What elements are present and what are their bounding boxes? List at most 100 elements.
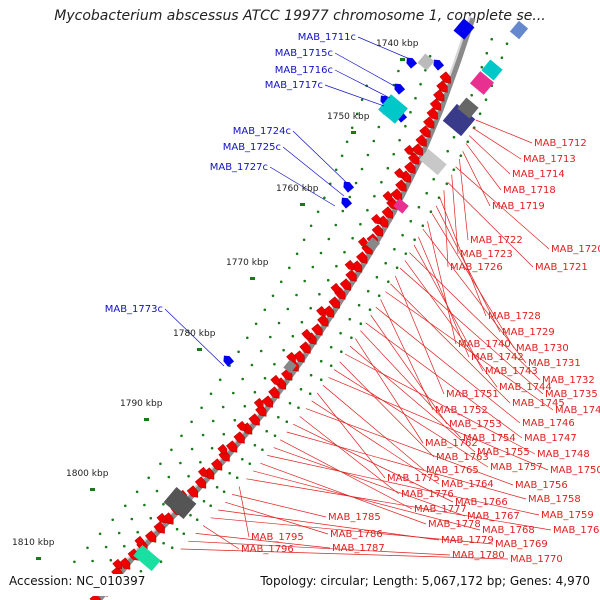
plus-strand-gene-arrow[interactable]	[270, 374, 283, 387]
gene-label[interactable]: MAB_1717c	[265, 80, 323, 91]
gene-label[interactable]: MAB_1751	[446, 389, 499, 400]
gene-label[interactable]: MAB_1721	[535, 262, 588, 273]
rna-feature[interactable]	[133, 544, 161, 572]
gene-label[interactable]: MAB_1742	[471, 352, 524, 363]
gene-label[interactable]: MAB_1795	[251, 532, 304, 543]
rna-feature[interactable]	[481, 59, 503, 81]
gene-label[interactable]: MAB_1713	[523, 154, 576, 165]
plus-strand-gene-arrow[interactable]	[356, 251, 370, 266]
gene-label[interactable]: MAB_1778	[428, 519, 481, 530]
gene-label[interactable]: MAB_1786	[330, 529, 383, 540]
gene-label[interactable]: MAB_1765	[426, 465, 479, 476]
gene-label[interactable]: MAB_1745	[512, 398, 565, 409]
plus-strand-gene-arrow[interactable]	[299, 341, 314, 356]
plus-strand-gene-arrow[interactable]	[411, 143, 426, 158]
dark-feature[interactable]	[442, 103, 476, 137]
dark-feature[interactable]	[163, 486, 197, 520]
plus-strand-gene-arrow[interactable]	[286, 351, 298, 364]
plus-strand-gene-arrow[interactable]	[248, 413, 263, 428]
gene-label[interactable]: MAB_1780	[452, 550, 505, 561]
gene-label[interactable]: MAB_1744	[499, 382, 552, 393]
plus-strand-gene-arrow[interactable]	[261, 395, 276, 410]
plus-strand-gene-arrow[interactable]	[395, 179, 409, 194]
plus-strand-gene-arrow[interactable]	[423, 116, 437, 131]
gene-label[interactable]: MAB_1767	[467, 511, 520, 522]
plus-strand-gene-arrow[interactable]	[311, 323, 326, 338]
gene-label[interactable]: MAB_1729	[502, 327, 555, 338]
plus-strand-gene-arrow[interactable]	[339, 278, 354, 293]
plus-strand-gene-arrow[interactable]	[403, 144, 416, 157]
plus-strand-gene-arrow[interactable]	[156, 512, 169, 525]
gene-label[interactable]: MAB_1711c	[298, 32, 356, 43]
pink-feature[interactable]	[469, 71, 495, 95]
plus-strand-gene-arrow[interactable]	[233, 431, 248, 446]
plus-strand-gene-arrow[interactable]	[217, 443, 230, 456]
gene-features[interactable]	[89, 18, 529, 600]
gene-label[interactable]: MAB_1787	[332, 543, 385, 554]
gene-label[interactable]: MAB_1715c	[275, 48, 333, 59]
plus-strand-gene-arrow[interactable]	[134, 535, 147, 548]
plus-strand-gene-arrow[interactable]	[186, 485, 201, 500]
gene-label[interactable]: MAB_1758	[528, 494, 581, 505]
gene-label[interactable]: MAB_1750	[550, 465, 600, 476]
gene-label[interactable]: MAB_1755	[477, 447, 530, 458]
grey-feature[interactable]	[283, 359, 297, 374]
minus-strand-gene-arrow[interactable]	[339, 195, 353, 209]
gene-label[interactable]: MAB_1796	[241, 544, 294, 555]
grey-feature[interactable]	[457, 97, 479, 119]
minus-strand-gene-arrow[interactable]	[431, 57, 445, 71]
gene-label[interactable]: MAB_1753	[449, 419, 502, 430]
minus-strand-gene-arrow[interactable]	[221, 353, 235, 367]
gene-label[interactable]: MAB_1726	[450, 262, 503, 273]
plus-strand-gene-arrow[interactable]	[345, 269, 360, 284]
gene-label[interactable]: MAB_1756	[515, 480, 568, 491]
plus-strand-gene-arrow[interactable]	[194, 476, 209, 491]
minus-strand-gene-arrow[interactable]	[509, 20, 529, 40]
plus-strand-gene-arrow[interactable]	[404, 161, 418, 176]
gene-label[interactable]: MAB_1747	[524, 433, 577, 444]
gene-label[interactable]: MAB_1760	[553, 525, 600, 536]
minus-strand-gene-arrow[interactable]	[392, 81, 406, 95]
plus-strand-gene-arrow[interactable]	[225, 440, 240, 455]
plus-strand-gene-arrow[interactable]	[429, 98, 444, 113]
grey-feature[interactable]	[417, 53, 435, 71]
plus-strand-gene-arrow[interactable]	[293, 350, 308, 365]
plus-strand-gene-arrow[interactable]	[317, 314, 331, 329]
plus-strand-gene-arrow[interactable]	[112, 558, 125, 571]
minus-strand-gene-arrow[interactable]	[404, 55, 418, 69]
gene-label[interactable]: MAB_1763	[436, 452, 489, 463]
gene-label[interactable]: MAB_1727c	[210, 162, 268, 173]
gene-label[interactable]: MAB_1768	[482, 525, 535, 536]
gene-label[interactable]: MAB_1731	[528, 358, 581, 369]
gene-label[interactable]: MAB_1712	[534, 138, 587, 149]
plus-strand-gene-arrow[interactable]	[316, 305, 328, 318]
gene-label[interactable]: MAB_1716c	[275, 65, 333, 76]
plus-strand-gene-arrow[interactable]	[381, 206, 396, 221]
plus-strand-gene-arrow[interactable]	[210, 458, 225, 473]
plus-strand-gene-arrow[interactable]	[197, 466, 210, 479]
gene-label[interactable]: MAB_1741	[555, 405, 600, 416]
plus-strand-gene-arrow[interactable]	[433, 89, 447, 104]
plus-strand-gene-arrow[interactable]	[301, 328, 314, 341]
plus-strand-gene-arrow[interactable]	[255, 404, 269, 419]
gene-label[interactable]: MAB_1770	[510, 554, 563, 565]
gene-label[interactable]: MAB_1779	[441, 535, 494, 546]
plus-strand-gene-arrow[interactable]	[253, 397, 266, 410]
plus-strand-gene-arrow[interactable]	[439, 71, 454, 86]
plus-strand-gene-arrow[interactable]	[153, 521, 168, 536]
gene-label[interactable]: MAB_1724c	[233, 126, 291, 137]
plus-strand-gene-arrow[interactable]	[415, 134, 430, 149]
plus-strand-gene-arrow[interactable]	[419, 125, 434, 140]
plus-strand-gene-arrow[interactable]	[330, 282, 343, 295]
gene-label[interactable]: MAB_1785	[328, 512, 381, 523]
gene-label[interactable]: MAB_1714	[512, 169, 565, 180]
plus-strand-gene-arrow[interactable]	[344, 259, 357, 272]
gene-label[interactable]: MAB_1776	[401, 489, 454, 500]
gene-label[interactable]: MAB_1735	[545, 389, 598, 400]
gene-label[interactable]: MAB_1720	[551, 244, 600, 255]
gene-label[interactable]: MAB_1769	[495, 539, 548, 550]
rna-feature[interactable]	[378, 94, 408, 124]
plus-strand-gene-arrow[interactable]	[394, 167, 406, 180]
plus-strand-gene-arrow[interactable]	[407, 152, 422, 167]
gene-label[interactable]: MAB_1719	[492, 201, 545, 212]
